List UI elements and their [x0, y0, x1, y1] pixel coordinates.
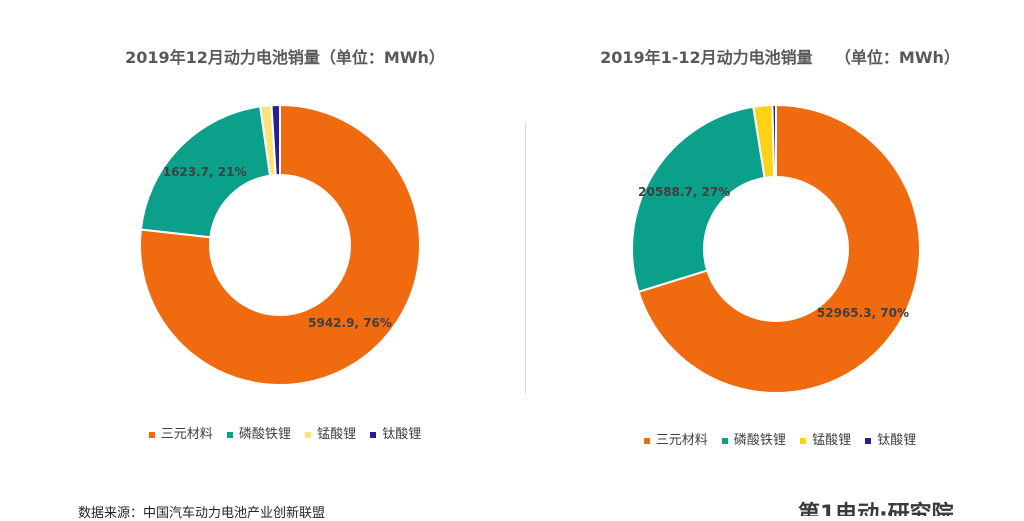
chart-panel-monthly: 2019年12月动力电池销量（单位：MWh） 5942.9, 76% 1623.7…: [40, 0, 530, 470]
legend-label: 锰酸锂: [317, 427, 357, 442]
legend-item: 钛酸锂: [865, 429, 916, 448]
legend-item: 锰酸锂: [800, 429, 851, 448]
donut-slice: [631, 105, 766, 294]
donut-chart-monthly: 5942.9, 76% 1623.7, 21%: [139, 103, 421, 386]
donut-slice: [637, 103, 921, 394]
legend-swatch: [226, 431, 233, 438]
donut-slice: [139, 105, 272, 239]
legend-label: 磷酸铁锂: [238, 427, 291, 442]
donut-slice: [270, 103, 281, 177]
legend-swatch: [305, 431, 312, 438]
legend-label: 锰酸锂: [812, 433, 852, 448]
legend-item: 三元材料: [643, 429, 708, 448]
legend-label: 钛酸锂: [382, 427, 422, 442]
chart-title: 2019年1-12月动力电池销量 （单位：MWh）: [600, 48, 960, 67]
donut-slice: [771, 103, 777, 179]
data-label: 52965.3, 70%: [817, 306, 909, 320]
legend: 三元材料 磷酸铁锂 锰酸锂 钛酸锂: [536, 429, 1024, 448]
legend-item: 钛酸锂: [370, 423, 421, 442]
legend: 三元材料 磷酸铁锂 锰酸锂 钛酸锂: [40, 423, 530, 442]
legend-item: 三元材料: [148, 423, 213, 442]
legend-item: 磷酸铁锂: [226, 423, 291, 442]
legend-label: 磷酸铁锂: [733, 433, 786, 448]
legend-item: 锰酸锂: [305, 423, 356, 442]
chart-title: 2019年12月动力电池销量（单位：MWh）: [125, 48, 445, 67]
brand-logo: 第1电动·研究院: [798, 496, 1018, 516]
brand-logo-text: 第1电动·研究院: [798, 502, 954, 516]
panel-divider: [525, 122, 526, 394]
legend-swatch: [865, 437, 872, 444]
legend-swatch: [721, 437, 728, 444]
legend-label: 三元材料: [655, 433, 708, 448]
data-source-note: 数据来源：中国汽车动力电池产业创新联盟: [78, 506, 326, 521]
legend-swatch: [800, 437, 807, 444]
data-label: 1623.7, 21%: [163, 165, 247, 179]
legend-swatch: [370, 431, 377, 438]
legend-swatch: [643, 437, 650, 444]
donut-slice: [139, 103, 421, 386]
donut-chart-annual: 52965.3, 70% 20588.7, 27%: [631, 103, 921, 394]
data-label: 20588.7, 27%: [638, 185, 730, 199]
legend-swatch: [148, 431, 155, 438]
legend-label: 三元材料: [160, 427, 213, 442]
legend-item: 磷酸铁锂: [721, 429, 786, 448]
data-label: 5942.9, 76%: [308, 316, 392, 330]
chart-panel-annual: 2019年1-12月动力电池销量 （单位：MWh） 52965.3, 70% 20…: [536, 0, 1024, 470]
legend-label: 钛酸锂: [877, 433, 917, 448]
